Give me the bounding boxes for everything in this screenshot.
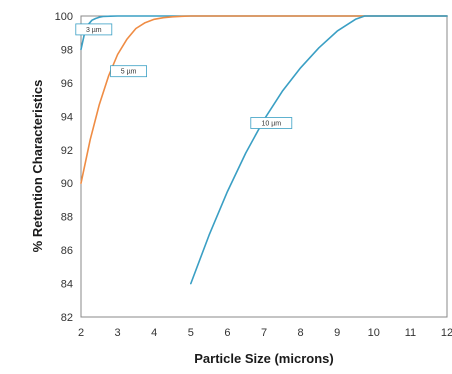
series-layer xyxy=(80,15,448,285)
y-tick-label: 84 xyxy=(61,279,73,291)
x-tick-label: 12 xyxy=(441,327,452,339)
series-line-2 xyxy=(80,15,448,184)
x-tick-label: 9 xyxy=(334,327,340,339)
x-tick-label: 3 xyxy=(115,327,121,339)
x-tick-label: 6 xyxy=(224,327,230,339)
y-tick-label: 92 xyxy=(61,145,73,157)
x-tick-label: 5 xyxy=(188,327,194,339)
y-tick-label: 86 xyxy=(61,245,73,257)
annotation-label: 10 µm xyxy=(261,121,281,128)
x-tick-label: 2 xyxy=(78,327,84,339)
x-tick-label: 11 xyxy=(405,327,416,339)
plot-frame xyxy=(80,15,448,318)
y-tick-label: 98 xyxy=(61,44,73,56)
x-tick-label: 10 xyxy=(368,327,380,339)
y-tick-label: 94 xyxy=(61,111,73,123)
y-tick-labels: 82 84 86 88 90 92 94 96 98 100 xyxy=(55,11,73,324)
x-tick-label: 7 xyxy=(261,327,267,339)
series-line-1 xyxy=(80,15,448,51)
x-tick-label: 4 xyxy=(151,327,157,339)
series-annotation: 10 µm xyxy=(250,117,293,129)
y-tick-label: 88 xyxy=(61,212,73,224)
annotation-box xyxy=(75,23,113,36)
annotation-box xyxy=(250,117,293,129)
annotation-label: 5 µm xyxy=(121,69,137,76)
y-tick-label: 82 xyxy=(61,312,73,324)
series-line-3 xyxy=(190,15,448,285)
series-annotation: 3 µm xyxy=(75,23,113,36)
annotation-layer: 3 µm 5 µm 10 µm xyxy=(75,23,293,129)
annotation-box xyxy=(110,65,147,78)
y-tick-label: 96 xyxy=(61,78,73,90)
x-tick-label: 8 xyxy=(298,327,304,339)
annotation-label: 3 µm xyxy=(86,27,102,34)
y-axis-title: % Retention Characteristics xyxy=(30,80,45,253)
y-tick-label: 90 xyxy=(61,178,73,190)
x-tick-labels: 2 3 4 5 6 7 8 9 10 11 12 xyxy=(78,327,452,339)
series-annotation: 5 µm xyxy=(110,65,147,78)
y-tick-label: 100 xyxy=(55,11,73,23)
x-axis-title: Particle Size (microns) xyxy=(194,351,333,366)
